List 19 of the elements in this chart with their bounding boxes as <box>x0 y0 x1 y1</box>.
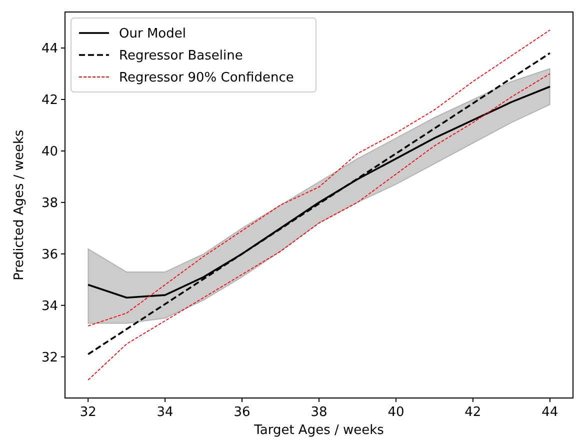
x-tick-label: 36 <box>234 405 250 420</box>
legend-label: Regressor 90% Confidence <box>119 70 294 86</box>
x-tick-label: 44 <box>542 405 558 420</box>
y-tick-label: 38 <box>41 196 58 211</box>
x-tick-label: 38 <box>310 405 328 420</box>
y-axis-title: Predicted Ages / weeks <box>12 129 27 280</box>
y-tick-label: 40 <box>41 144 58 160</box>
x-tick-label: 40 <box>388 405 404 420</box>
legend-label: Regressor Baseline <box>119 48 243 64</box>
x-tick-label: 42 <box>464 405 482 420</box>
x-tick-label: 32 <box>80 405 96 420</box>
x-tick-label: 34 <box>156 405 174 420</box>
y-tick-label: 36 <box>41 247 58 262</box>
y-tick-label: 32 <box>41 350 58 366</box>
x-axis-title: Target Ages / weeks <box>253 423 384 438</box>
y-tick-label: 42 <box>41 93 58 108</box>
y-tick-label: 44 <box>41 42 58 57</box>
legend-label: Our Model <box>119 26 186 42</box>
y-tick-label: 34 <box>41 298 58 314</box>
